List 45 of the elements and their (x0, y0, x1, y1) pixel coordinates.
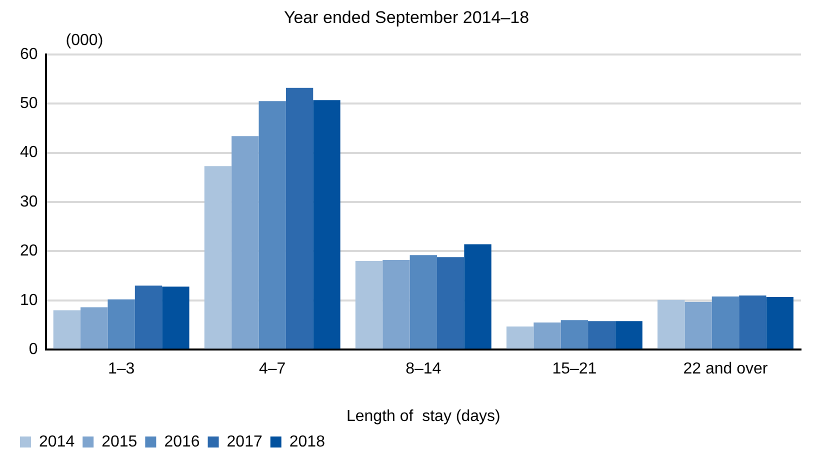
legend-label: 2017 (226, 433, 262, 450)
bar (313, 100, 340, 349)
bar (53, 310, 81, 349)
bar (80, 307, 108, 349)
bar (712, 296, 740, 349)
x-tick-label: 15–21 (552, 360, 597, 378)
y-tick-label: 60 (20, 46, 38, 63)
bar (766, 296, 794, 349)
bar (615, 321, 642, 349)
bar (382, 260, 410, 349)
bar (162, 286, 190, 349)
y-axis-title: (000) (66, 32, 104, 49)
bar (258, 101, 286, 349)
y-tick-label: 40 (20, 144, 38, 162)
bar (204, 166, 232, 349)
bar (684, 302, 712, 349)
bar (506, 326, 534, 349)
bar (232, 136, 259, 349)
bar (739, 295, 766, 349)
bar (286, 88, 314, 349)
bar (560, 320, 588, 349)
x-tick-label: 8–14 (406, 360, 442, 378)
y-tick-label: 20 (20, 242, 38, 260)
legend-label: 2016 (164, 433, 200, 450)
y-tick-label: 0 (28, 341, 38, 358)
bar (108, 299, 135, 349)
x-tick-label: 4–7 (259, 360, 286, 378)
chart-title: Year ended September 2014–18 (284, 8, 530, 27)
y-tick-label: 10 (20, 292, 38, 309)
bar (134, 286, 162, 349)
bar (355, 261, 383, 349)
bar (436, 257, 464, 349)
bar (410, 255, 437, 349)
bar (464, 244, 492, 349)
legend-label: 2015 (102, 433, 138, 450)
legend-label: 2014 (39, 433, 75, 450)
legend-label: 2018 (289, 433, 326, 450)
y-tick-label: 50 (20, 95, 38, 112)
bar (588, 321, 616, 349)
bar (658, 300, 685, 349)
y-tick-label: 30 (20, 193, 38, 210)
x-axis-title: Length of stay (days) (346, 408, 500, 425)
x-tick-label: 22 and over (683, 360, 768, 378)
bar (534, 322, 561, 349)
x-tick-label: 1–3 (108, 360, 135, 378)
